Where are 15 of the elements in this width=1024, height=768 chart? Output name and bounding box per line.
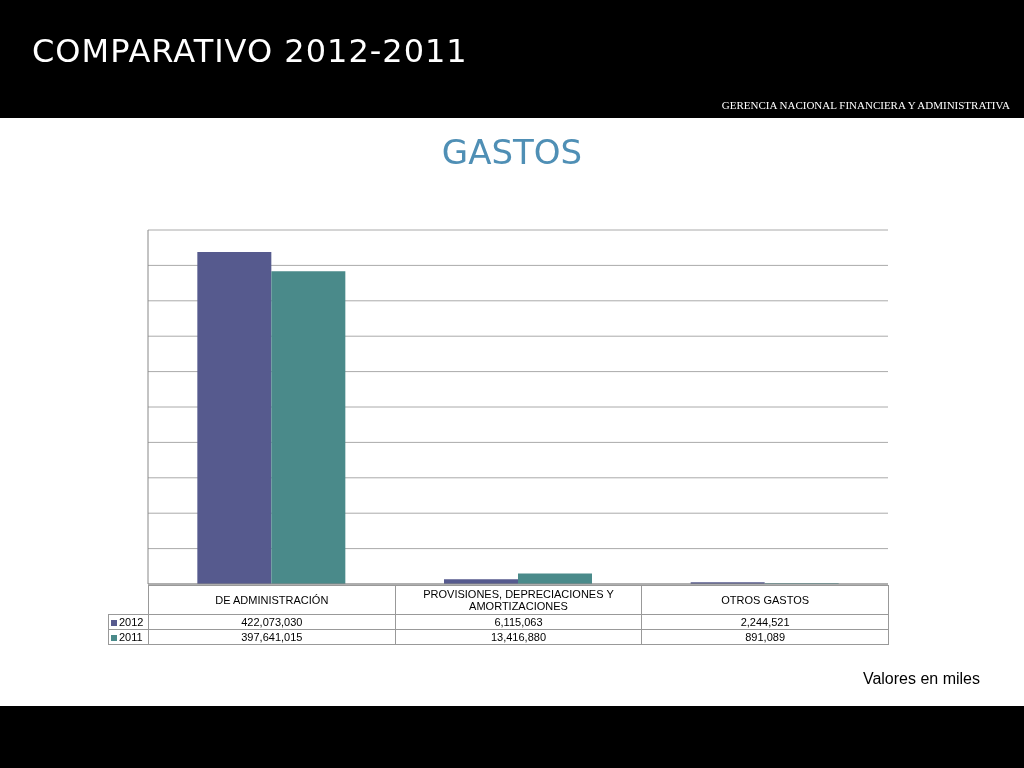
data-label: 13,416,880: [395, 629, 642, 645]
data-label: 2,244,521: [641, 614, 889, 630]
data-label: 6,115,063: [395, 614, 642, 630]
chart-title: COMPARATIVO 2012-2011: [32, 32, 468, 70]
data-label: 397,641,015: [148, 629, 396, 645]
x-tick-label: PROVISIONES, DEPRECIACIONES Y AMORTIZACIONES: [395, 585, 642, 615]
text: GERENCIA NACIONAL FINANCIERA Y ADMINISTRATIVA: [721, 99, 1010, 111]
chart-subtitle: GASTOS: [440, 132, 584, 172]
legend-label: 2012: [108, 614, 149, 630]
text: Valores en miles: [862, 670, 980, 688]
x-tick-label: OTROS GASTOS: [641, 585, 889, 615]
legend-label: 2011: [108, 629, 149, 645]
data-label: 891,089: [641, 629, 889, 645]
data-label: 422,073,030: [148, 614, 396, 630]
x-tick-label: DE ADMINISTRACIÓN: [148, 585, 396, 615]
